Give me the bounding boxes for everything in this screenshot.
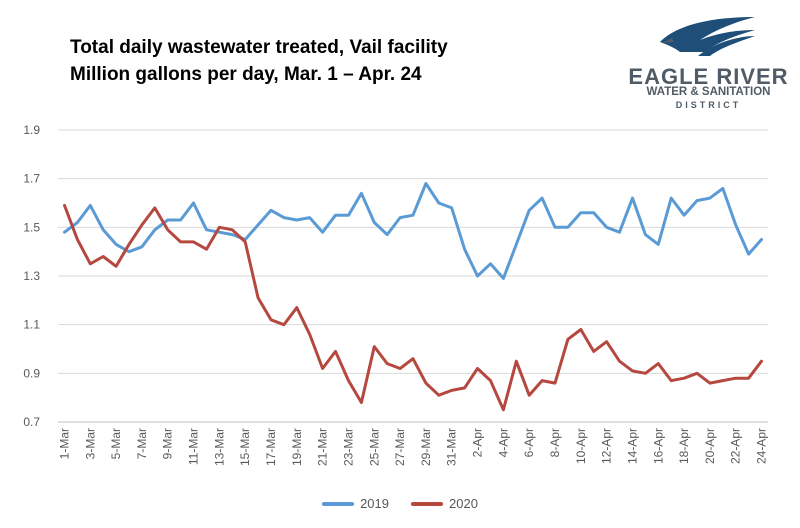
series-line-2020: [63, 203, 763, 412]
x-tick-label: 20-Apr: [703, 428, 717, 464]
x-tick-label: 18-Apr: [677, 428, 691, 464]
x-tick-label: 22-Apr: [729, 428, 743, 464]
y-tick-label: 1.3: [23, 269, 40, 283]
x-tick-label: 4-Apr: [496, 428, 510, 457]
x-tick-label: 1-Mar: [57, 428, 71, 459]
y-tick-label: 0.7: [23, 415, 40, 429]
legend: 2019 2020: [0, 496, 800, 511]
series-line-2019: [63, 182, 763, 280]
x-tick-label: 13-Mar: [212, 428, 226, 466]
eagle-logo-icon: [660, 17, 755, 56]
x-tick-label: 24-Apr: [755, 428, 769, 464]
x-tick-label: 9-Mar: [161, 428, 175, 459]
x-tick-label: 14-Apr: [625, 428, 639, 464]
y-tick-label: 1.1: [23, 318, 40, 332]
x-axis-ticks: 1-Mar 3-Mar 5-Mar 7-Mar 9-Mar 11-Mar 13-Mar 15-…: [57, 428, 768, 466]
x-tick-label: 31-Mar: [445, 428, 459, 466]
y-tick-label: 1.5: [23, 220, 40, 234]
x-tick-label: 25-Mar: [367, 428, 381, 466]
legend-label-2019: 2019: [360, 496, 389, 511]
logo-subtitle: WATER & SANITATION: [646, 86, 771, 98]
x-tick-label: 5-Mar: [109, 428, 123, 459]
y-tick-label: 1.7: [23, 172, 40, 186]
legend-item-2019: 2019: [322, 496, 389, 511]
x-tick-label: 3-Mar: [83, 428, 97, 459]
x-tick-label: 15-Mar: [238, 428, 252, 466]
x-tick-label: 2-Apr: [471, 428, 485, 457]
x-tick-label: 27-Mar: [393, 428, 407, 466]
legend-item-2020: 2020: [411, 496, 478, 511]
legend-label-2020: 2020: [449, 496, 478, 511]
title-line-2: Million gallons per day, Mar. 1 – Apr. 2…: [70, 64, 422, 85]
x-tick-label: 21-Mar: [316, 428, 330, 466]
x-tick-label: 8-Apr: [548, 428, 562, 457]
x-tick-label: 6-Apr: [522, 428, 536, 457]
y-tick-label: 1.9: [23, 123, 40, 137]
title-line-1: Total daily wastewater treated, Vail fac…: [70, 37, 448, 58]
series-lines: [63, 182, 763, 412]
x-tick-label: 16-Apr: [651, 428, 665, 464]
y-tick-label: 0.9: [23, 366, 40, 380]
x-tick-label: 7-Mar: [135, 428, 149, 459]
logo-subtitle-2: DISTRICT: [675, 100, 742, 110]
x-tick-label: 29-Mar: [419, 428, 433, 466]
grid-lines: [58, 129, 768, 423]
x-tick-label: 17-Mar: [264, 428, 278, 466]
x-tick-label: 11-Mar: [187, 428, 201, 465]
x-tick-label: 19-Mar: [290, 428, 304, 466]
logo-name: EAGLE RIVER: [628, 64, 789, 89]
legend-swatch-2019: [322, 501, 355, 506]
y-axis-ticks: 0.7 0.9 1.1 1.3 1.5 1.7 1.9: [23, 123, 40, 429]
x-tick-label: 12-Apr: [600, 428, 614, 464]
x-tick-label: 10-Apr: [574, 428, 588, 464]
x-tick-label: 23-Mar: [341, 428, 355, 466]
legend-swatch-2020: [411, 501, 443, 506]
chart-title: Total daily wastewater treated, Vail fac…: [70, 34, 448, 88]
